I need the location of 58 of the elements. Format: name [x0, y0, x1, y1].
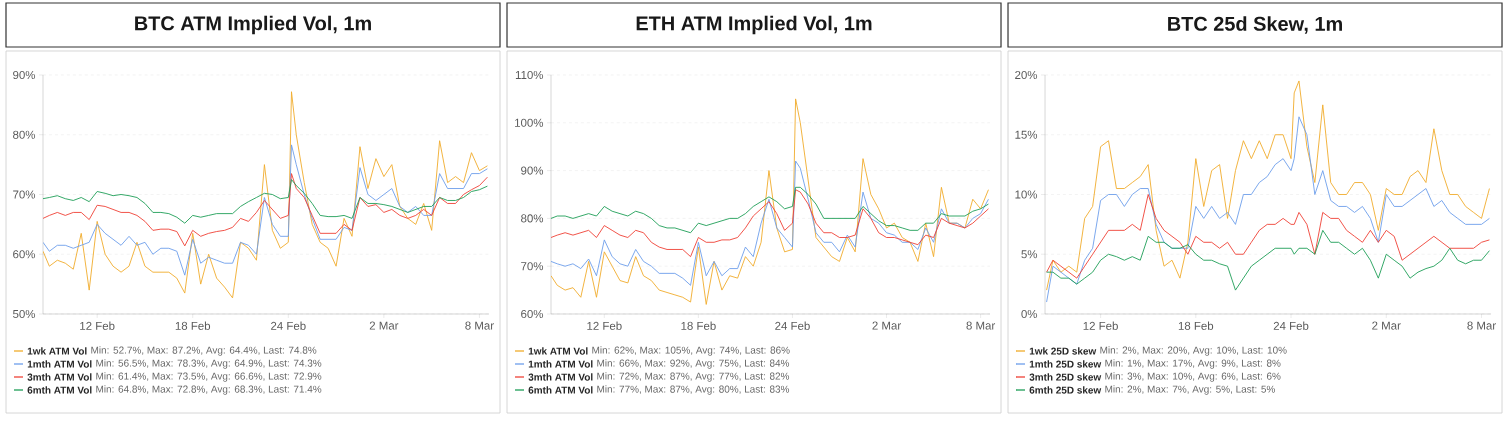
text: Min: 64.8%, Max: 72.8%, Avg: 68.3%, Last: 71.4% — [96, 385, 322, 395]
y-tick-label: 100% — [515, 118, 544, 127]
x-tick-label: 18 Feb — [175, 321, 211, 330]
y-tick-label: 5% — [1021, 250, 1038, 259]
chart-title: BTC ATM Implied Vol, 1m — [135, 15, 371, 35]
x-tick-label: 2 Mar — [872, 321, 901, 330]
x-tick-label: 12 Feb — [587, 321, 622, 330]
x-tick-label: 24 Feb — [1273, 321, 1309, 330]
y-tick-label: 60% — [521, 309, 544, 319]
y-tick-label: 50% — [13, 309, 36, 319]
text: Min: 52.7%, Max: 87.2%, Avg: 64.4%, Last: 74.8% — [91, 346, 317, 356]
x-tick-label: 18 Feb — [1178, 321, 1214, 330]
y-tick-label: 80% — [521, 214, 544, 223]
y-tick-label: 70% — [13, 190, 36, 199]
text: Min: 1%, Max: 17%, Avg: 9%, Last: 8% — [1105, 359, 1281, 369]
legend-label: 3mth ATM Vol — [528, 373, 593, 381]
text: Min: 62%, Max: 105%, Avg: 74%, Last: 86% — [592, 346, 790, 356]
x-tick-label: 2 Mar — [1372, 321, 1401, 330]
legend-label: 1mth 25D skew — [1029, 360, 1102, 368]
legend-label: 6mth ATM Vol — [528, 386, 593, 394]
legend-label: 1mth ATM Vol — [528, 360, 593, 368]
legend-label: 3mth ATM Vol — [27, 373, 92, 381]
text: Min: 3%, Max: 10%, Avg: 6%, Last: 6% — [1105, 372, 1281, 382]
y-tick-label: 0% — [1021, 309, 1038, 319]
x-tick-label: 8 Mar — [966, 321, 996, 330]
y-tick-label: 110% — [515, 70, 544, 80]
y-tick-label: 70% — [521, 262, 544, 271]
x-tick-label: 2 Mar — [369, 321, 399, 330]
x-tick-label: 8 Mar — [465, 321, 494, 330]
y-tick-label: 60% — [13, 250, 36, 259]
chart-title: BTC 25d Skew, 1m — [1168, 16, 1342, 34]
y-tick-label: 80% — [13, 130, 36, 139]
y-tick-label: 20% — [1015, 70, 1038, 80]
legend-label: 6mth ATM Vol — [27, 386, 92, 394]
legend-label: 1wk ATM Vol — [528, 347, 588, 355]
text: Min: 77%, Max: 87%, Avg: 80%, Last: 83% — [597, 385, 790, 395]
text: Min: 72%, Max: 87%, Avg: 77%, Last: 82% — [597, 372, 790, 382]
x-tick-label: 24 Feb — [271, 321, 306, 330]
text: Min: 2%, Max: 20%, Avg: 10%, Last: 10% — [1100, 346, 1287, 356]
text: Min: 2%, Max: 7%, Avg: 5%, Last: 5% — [1105, 385, 1275, 395]
x-tick-label: 18 Feb — [681, 321, 716, 330]
y-tick-label: 90% — [521, 166, 544, 175]
legend-label: 1mth ATM Vol — [27, 360, 92, 368]
x-tick-label: 8 Mar — [1467, 321, 1496, 330]
chart-title: ETH ATM Implied Vol, 1m — [636, 15, 872, 35]
y-tick-label: 15% — [1015, 130, 1038, 139]
y-tick-label: 10% — [1015, 190, 1038, 199]
legend-label: 3mth 25D skew — [1029, 373, 1102, 381]
legend-label: 1wk 25D skew — [1029, 347, 1097, 355]
text: Min: 61.4%, Max: 73.5%, Avg: 66.6%, Last: 72.9% — [96, 372, 322, 382]
text: Min: 56.5%, Max: 78.3%, Avg: 64.9%, Last: 74.3% — [96, 359, 322, 369]
x-tick-label: 24 Feb — [775, 321, 810, 330]
legend-label: 1wk ATM Vol — [27, 347, 87, 355]
x-tick-label: 12 Feb — [80, 321, 115, 330]
x-tick-label: 12 Feb — [1083, 321, 1118, 330]
text: Min: 66%, Max: 92%, Avg: 75%, Last: 84% — [597, 359, 790, 369]
y-tick-label: 90% — [13, 70, 36, 80]
legend-label: 6mth 25D skew — [1029, 386, 1102, 394]
